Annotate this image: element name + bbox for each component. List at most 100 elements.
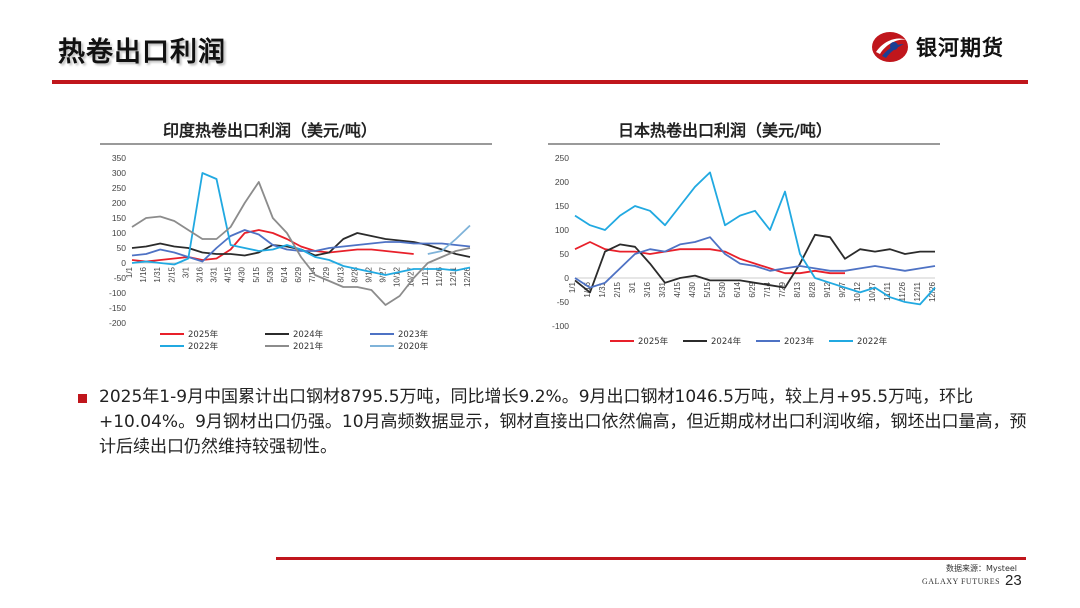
x-tick-label: 1/16 [139,266,148,282]
legend-label: 2023年 [398,329,429,340]
x-tick-label: 5/15 [703,281,712,297]
slide-title: 热卷出口利润 [58,37,226,68]
series-line-2024年 [574,233,935,294]
x-tick-label: 12/11 [913,281,922,301]
page-number: 23 [1005,572,1022,589]
legend-label: 2021年 [293,341,324,352]
x-tick-label: 4/30 [238,266,247,282]
y-tick-label: -50 [114,273,127,283]
japan-chart-title: 日本热卷出口利润（美元/吨） [618,121,832,140]
legend-label: 2024年 [711,336,742,347]
y-tick-label: 150 [555,201,569,211]
y-tick-label: 100 [112,228,126,238]
x-tick-label: 6/29 [294,266,303,282]
galaxy-logo-icon [872,32,908,62]
legend-label: 2022年 [857,336,888,347]
legend-label: 2025年 [638,336,669,347]
x-tick-label: 3/31 [210,266,219,282]
india-chart-title-rule [100,143,492,145]
japan-chart-title-rule [548,143,940,145]
x-tick-label: 5/30 [266,266,275,282]
x-tick-label: 4/15 [673,281,682,297]
x-tick-label: 10/27 [407,266,416,287]
brand-name: 银河期货 [916,36,1004,60]
summary-text: 2025年1-9月中国累计出口钢材8795.5万吨，同比增长9.2%。9月出口钢… [99,387,1027,457]
series-line-2021年 [131,181,471,306]
y-tick-label: 100 [555,225,569,235]
x-tick-label: 12/11 [449,266,458,286]
x-tick-label: 11/11 [883,281,892,300]
x-tick-label: 7/29 [778,281,787,297]
x-tick-label: 6/14 [280,266,289,282]
x-tick-label: 7/14 [308,266,317,282]
series-line-2022年 [574,171,936,306]
title-divider [52,80,1028,84]
legend-label: 2020年 [398,341,429,352]
y-tick-label: 0 [564,273,569,283]
y-tick-label: 150 [112,213,126,223]
x-tick-label: 1/1 [568,281,577,293]
x-tick-label: 2/15 [167,266,176,282]
x-tick-label: 4/30 [688,281,697,297]
x-tick-label: 3/31 [658,281,667,297]
y-tick-label: 200 [555,177,569,187]
series-line-2024年 [131,232,471,258]
x-tick-label: 2/15 [613,281,622,297]
y-tick-label: -200 [109,318,126,328]
x-tick-label: 6/14 [733,281,742,297]
x-tick-label: 8/13 [336,266,345,282]
bullet-marker [78,394,87,403]
x-tick-label: 5/15 [252,266,261,282]
y-tick-label: 250 [555,153,569,163]
x-tick-label: 9/27 [838,281,847,297]
x-tick-label: 4/15 [224,266,233,282]
x-tick-label: 10/12 [393,266,402,287]
series-line-2025年 [574,241,845,275]
x-tick-label: 11/11 [421,266,430,285]
x-tick-label: 8/13 [793,281,802,297]
x-tick-label: 3/16 [643,281,652,297]
y-tick-label: 350 [112,153,126,163]
y-tick-label: 200 [112,198,126,208]
footer-brand: GALAXY FUTURES [922,577,1001,586]
company-logo: 银河期货 [870,30,1004,64]
series-line-2020年 [427,224,471,255]
series-line-2022年 [131,172,471,276]
legend-label: 2025年 [188,329,219,340]
x-tick-label: 9/12 [823,281,832,297]
x-tick-label: 6/29 [748,281,757,297]
legend-label: 2023年 [784,336,815,347]
x-tick-label: 7/14 [763,281,772,297]
legend-label: 2024年 [293,329,324,340]
series-line-2023年 [574,236,936,289]
y-tick-label: -150 [109,303,126,313]
legend-label: 2022年 [188,341,219,352]
footer-divider [276,557,1026,560]
series-line-2025年 [131,229,414,263]
x-tick-label: 5/30 [718,281,727,297]
x-tick-label: 3/1 [628,281,637,293]
y-tick-label: 250 [112,183,126,193]
y-tick-label: -100 [109,288,126,298]
x-tick-label: 11/26 [435,266,444,286]
data-source: 数据来源：Mysteel [946,564,1018,573]
y-tick-label: 0 [121,258,126,268]
summary-bullet: 2025年1-9月中国累计出口钢材8795.5万吨，同比增长9.2%。9月出口钢… [78,385,1038,460]
x-tick-label: 3/1 [181,266,190,278]
x-tick-label: 9/12 [364,266,373,282]
x-tick-label: 1/31 [598,281,607,297]
x-tick-label: 3/16 [195,266,204,282]
y-tick-label: -50 [557,297,570,307]
x-tick-label: 8/28 [350,266,359,282]
y-tick-label: 300 [112,168,126,178]
y-tick-label: 50 [117,243,127,253]
y-tick-label: -100 [552,321,569,331]
x-tick-label: 8/28 [808,281,817,297]
india-chart-title: 印度热卷出口利润（美元/吨） [163,121,377,140]
x-tick-label: 1/31 [153,266,162,282]
y-tick-label: 50 [560,249,570,259]
x-tick-label: 11/26 [898,281,907,301]
india-profit-chart: 350 300 250 200 150 100 50 0 -50 -100 -150 -200 1/1 1… [109,153,472,352]
x-tick-label: 12/26 [463,266,472,287]
